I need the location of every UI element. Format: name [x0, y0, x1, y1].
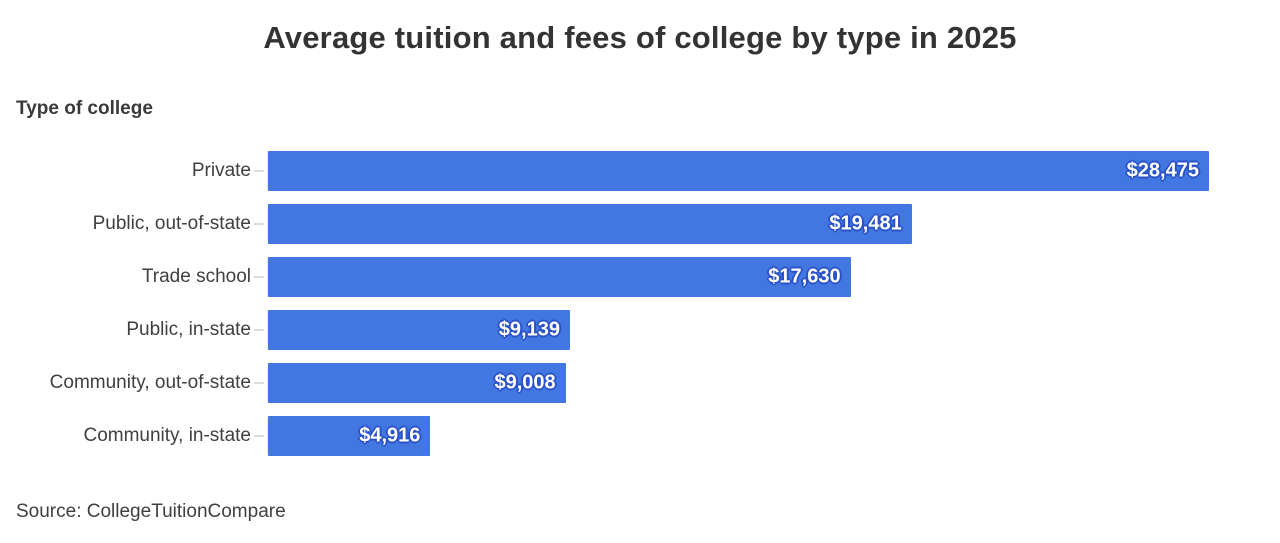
- bar-chart-plot-area: Private $28,475 Public, out-of-state $19,48…: [0, 144, 1280, 462]
- category-label: Community, in-state: [83, 424, 251, 446]
- axis-tick-mark: [254, 169, 264, 172]
- value-label: $4,916: [359, 424, 421, 446]
- tick-zone: [251, 222, 267, 225]
- bar-row: Public, out-of-state $19,481: [0, 197, 1280, 250]
- bar-row: Trade school $17,630: [0, 250, 1280, 303]
- bar-track: $17,630: [267, 256, 1280, 297]
- chart-title: Average tuition and fees of college by t…: [263, 20, 1017, 55]
- category-label: Trade school: [141, 265, 251, 287]
- bar: $19,481: [268, 203, 912, 244]
- tick-zone: [251, 381, 267, 384]
- bar-track: $28,475: [267, 150, 1280, 191]
- bar-track: $9,139: [267, 309, 1280, 350]
- value-label: $19,481: [829, 212, 902, 234]
- bar-track: $4,916: [267, 415, 1280, 456]
- bar-track: $19,481: [267, 203, 1280, 244]
- bar-row: Private $28,475: [0, 144, 1280, 197]
- bar: $9,008: [268, 362, 566, 403]
- axis-tick-mark: [254, 222, 264, 225]
- tick-zone: [251, 275, 267, 278]
- axis-tick-mark: [254, 328, 264, 331]
- tick-zone: [251, 169, 267, 172]
- bar-row: Public, in-state $9,139: [0, 303, 1280, 356]
- category-label: Community, out-of-state: [49, 371, 251, 393]
- tick-zone: [251, 434, 267, 437]
- category-label: Public, out-of-state: [92, 212, 251, 234]
- bar: $9,139: [268, 309, 570, 350]
- value-label: $28,475: [1126, 159, 1199, 181]
- source-caption: Source: CollegeTuitionCompare: [16, 501, 286, 522]
- bar-row: Community, out-of-state $9,008: [0, 356, 1280, 409]
- bar-row: Community, in-state $4,916: [0, 409, 1280, 462]
- category-label: Public, in-state: [126, 318, 251, 340]
- bar: $28,475: [268, 150, 1209, 191]
- tick-zone: [251, 328, 267, 331]
- axis-tick-mark: [254, 434, 264, 437]
- bar: $17,630: [268, 256, 851, 297]
- value-label: $9,008: [494, 371, 556, 393]
- value-label: $9,139: [498, 318, 560, 340]
- axis-tick-mark: [254, 381, 264, 384]
- axis-tick-mark: [254, 275, 264, 278]
- bar-track: $9,008: [267, 362, 1280, 403]
- category-label: Private: [191, 159, 251, 181]
- axis-title: Type of college: [16, 98, 153, 119]
- bar: $4,916: [268, 415, 431, 456]
- value-label: $17,630: [768, 265, 841, 287]
